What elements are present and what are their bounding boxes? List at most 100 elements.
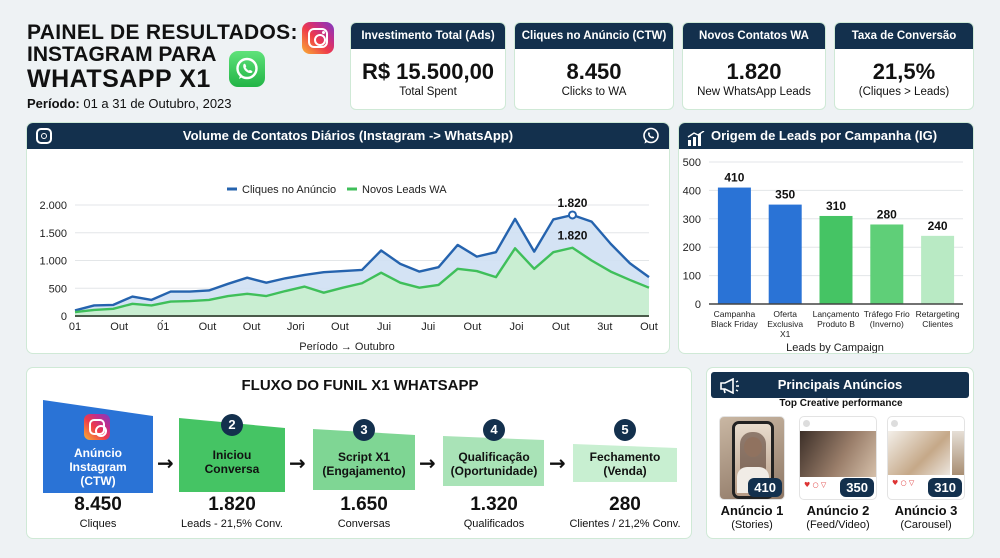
line-chart: Cliques no Anúncio Novos Leads WA 0 500 1.… (39, 184, 658, 353)
svg-text:350: 350 (775, 188, 795, 202)
funnel-stage-2-sub: Leads - 21,5% Conv. (181, 518, 283, 530)
svg-text:300: 300 (683, 214, 701, 226)
kpi-value: 1.820 (726, 59, 782, 84)
svg-text:01: 01 (69, 321, 81, 333)
svg-text:X1: X1 (780, 329, 791, 339)
funnel-stage-2-number: 2 (221, 414, 243, 436)
funnel-stage-2-shape (179, 418, 285, 492)
panel-title: Principais Anúncios (777, 377, 903, 392)
svg-text:Jori: Jori (287, 321, 305, 333)
svg-text:Jui: Jui (421, 321, 435, 333)
x-axis-label: Período → Outubro (299, 341, 394, 353)
instagram-logo-icon (302, 22, 334, 54)
whatsapp-logo-icon (229, 51, 265, 87)
ad-1-name: Anúncio 1 (720, 503, 784, 518)
x-axis-ticks: 01 Out 0́1 Out Out Jori Out Jui Jui Out Joi Out 3ut O… (69, 320, 658, 333)
svg-text:Exclusiva: Exclusiva (767, 319, 803, 329)
chart-legend: Cliques no Anúncio Novos Leads WA (227, 184, 447, 196)
kpi-subtitle: Total Spent (399, 86, 457, 98)
kpi-title: Investimento Total (Ads) (351, 23, 505, 49)
svg-text:Jui: Jui (377, 321, 391, 333)
ad-3-thumbnail[interactable]: ♥ ○ ▽ 310 (887, 416, 965, 500)
report-period: Período: 01 a 31 de Outubro, 2023 (27, 96, 232, 111)
kpi-title: Taxa de Conversão (835, 23, 973, 49)
panel-header: Principais Anúncios (711, 372, 969, 398)
ad-2-type: (Feed/Video) (806, 519, 870, 531)
svg-text:Out: Out (110, 321, 128, 333)
svg-text:1.500: 1.500 (39, 228, 67, 240)
svg-text:3ut: 3ut (597, 321, 612, 333)
panel-header: Origem de Leads por Campanha (IG) (679, 123, 973, 149)
svg-text:Out: Out (552, 321, 570, 333)
ad-1-leads-badge: 410 (748, 478, 782, 497)
funnel-stage-5-label: Fechamento (Venda) (589, 450, 661, 478)
kpi-title: Cliques no Anúncio (CTW) (515, 23, 673, 49)
funnel-stage-5-shape (573, 444, 677, 482)
svg-text:410: 410 (724, 171, 744, 185)
arrow-right-icon: → (157, 451, 174, 475)
chart-series (74, 210, 650, 317)
kpi-subtitle: Clicks to WA (561, 86, 627, 98)
kpi-value: 8.450 (566, 59, 622, 84)
instagram-icon (36, 128, 52, 144)
kpi-card-clicks: Cliques no Anúncio (CTW) 8.450 Clicks to… (514, 22, 674, 110)
page-title: PAINEL DE RESULTADOS: INSTAGRAM PARA WHA… (27, 21, 298, 93)
kpi-card-investment: Investimento Total (Ads) R$ 15.500,00 To… (350, 22, 506, 110)
kpi-value: R$ 15.500,00 (361, 59, 495, 84)
arrow-right-icon: → (549, 451, 566, 475)
svg-text:2.000: 2.000 (39, 200, 67, 212)
funnel-stage-4-number: 4 (483, 419, 505, 441)
kpi-subtitle: (Cliques > Leads) (858, 86, 950, 98)
ad-1-thumbnail[interactable]: 410 (719, 416, 785, 500)
ad-1-type: (Stories) (731, 519, 773, 531)
funnel-stage-3-label: Script X1 (Engajamento) (322, 450, 406, 478)
panel-title: Volume de Contatos Diários (Instagram ->… (182, 128, 514, 143)
funnel-stage-3-value: 1.650 (340, 494, 388, 515)
x-axis-label: Leads by Campaign (786, 342, 884, 354)
bar-chart-icon (687, 129, 705, 155)
svg-text:0́1: 0́1 (157, 320, 169, 333)
funnel-stage-4-label: Qualificação (Oportunidade) (450, 450, 538, 478)
peak-annotation-clicks: 1.820 (557, 196, 587, 210)
period-value: 01 a 31 de Outubro, 2023 (79, 96, 232, 111)
kpi-title: Novos Contatos WA (683, 23, 825, 49)
svg-text:Lançamento: Lançamento (813, 309, 860, 319)
period-label: Período: (27, 96, 80, 111)
svg-text:400: 400 (683, 185, 701, 197)
legend-clicks: Cliques no Anúncio (242, 184, 336, 196)
funnel-stage-2-label: Iniciou Conversa (204, 448, 260, 476)
leads-by-campaign-panel: Origem de Leads por Campanha (IG) 0 100 20… (678, 122, 974, 354)
funnel-stage-3-number: 3 (353, 419, 375, 441)
funnel-stage-1-value: 8.450 (74, 494, 122, 515)
funnel-panel: FLUXO DO FUNIL X1 WHATSAPP Anúncio Instag… (26, 367, 692, 539)
instagram-logo-icon (84, 414, 110, 440)
funnel-stage-1-label: Anúncio Instagram (CTW) (69, 446, 127, 488)
kpi-subtitle: New WhatsApp Leads (697, 86, 811, 98)
funnel-stage-2-value: 1.820 (208, 494, 256, 515)
funnel-stage-4-sub: Qualificados (463, 518, 525, 530)
funnel-stage-5-value: 280 (609, 494, 641, 515)
megaphone-icon (719, 377, 741, 403)
top-ads-panel: Principais Anúncios Top Creative perform… (706, 367, 974, 539)
svg-text:Out: Out (464, 321, 482, 333)
svg-text:310: 310 (826, 199, 846, 213)
svg-text:Out: Out (331, 321, 349, 333)
svg-text:Out: Out (199, 321, 217, 333)
svg-text:Out: Out (640, 321, 658, 333)
funnel-stage-4-shape (443, 436, 544, 486)
svg-text:280: 280 (877, 207, 897, 221)
ad-2-thumbnail[interactable]: ♥ ○ ▽ 350 (799, 416, 877, 500)
svg-text:Joi: Joi (510, 321, 524, 333)
ad-2-name: Anúncio 2 (806, 503, 870, 518)
ad-3-name: Anúncio 3 (894, 503, 958, 518)
title-line-1: PAINEL DE RESULTADOS: (27, 21, 298, 44)
funnel-stage-3-shape (313, 429, 415, 490)
ad-3-type: (Carousel) (900, 519, 952, 531)
funnel-stage-1-shape (43, 400, 153, 493)
funnel-title: FLUXO DO FUNIL X1 WHATSAPP (241, 377, 479, 394)
svg-text:Oferta: Oferta (773, 309, 797, 319)
peak-annotation-leads: 1.820 (557, 229, 587, 243)
panel-subtitle: Top Creative performance (779, 398, 903, 409)
